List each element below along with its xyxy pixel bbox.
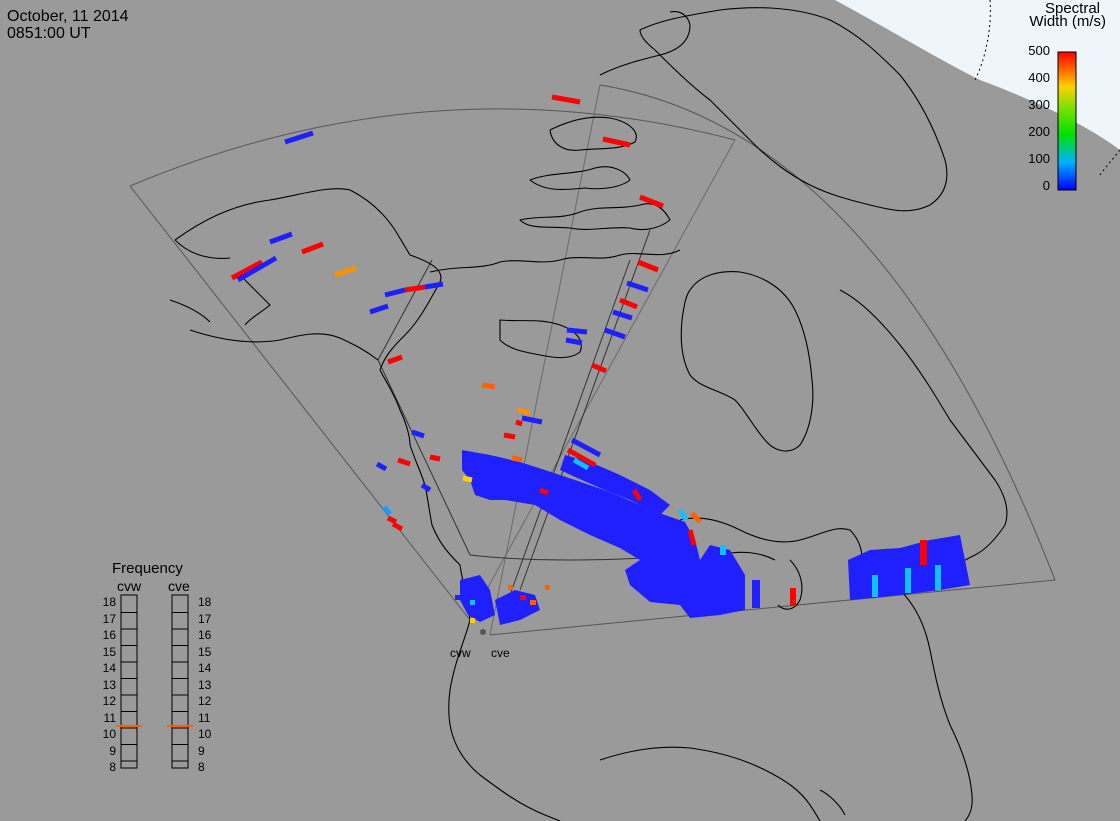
echo-east-cyan-2	[905, 568, 911, 593]
echo-fan-cvw	[460, 575, 495, 622]
echo-mid-blue	[752, 580, 760, 608]
colorbar-tick: 300	[1028, 97, 1050, 112]
colorbar-tick: 100	[1028, 151, 1050, 166]
radar-site	[480, 629, 486, 635]
freq-radar-cve: cve	[168, 578, 190, 594]
colorbar-tick: 0	[1042, 178, 1050, 193]
freq-scale-label: 18	[198, 595, 212, 609]
freq-scale-label: 8	[109, 760, 116, 774]
echo-band-blue-2	[560, 455, 670, 515]
freq-scale-label: 18	[102, 595, 116, 609]
colorbar-tick: 500	[1028, 43, 1050, 58]
freq-scale-label: 17	[102, 611, 116, 626]
fov-cve	[489, 84, 1056, 636]
colorbar-tick: 400	[1028, 70, 1050, 85]
polar-dotted-circle	[974, 0, 991, 81]
freq-scale-label: 11	[103, 710, 116, 725]
freq-scale-label: 10	[198, 727, 212, 741]
freq-scale-label: 14	[102, 661, 116, 675]
echo-fan-cve	[495, 590, 540, 625]
radar-label-cvw: cvw	[450, 646, 471, 660]
echo-mid-red	[790, 588, 796, 606]
radar-label-cve: cve	[491, 646, 510, 660]
freq-box-cvw	[120, 594, 138, 769]
frequency-title: Frequency	[112, 560, 183, 577]
freq-box-cve	[171, 594, 189, 769]
fov-cvw	[129, 108, 736, 621]
polar-dotted-circle-2	[1099, 149, 1120, 176]
time-label: 0851:00 UT	[7, 25, 91, 42]
echo-east-cyan-3	[935, 565, 941, 590]
echo-band-blue	[462, 450, 745, 618]
freq-scale-label: 14	[198, 661, 212, 675]
colorbar	[1057, 51, 1077, 191]
date-label: October, 11 2014	[7, 8, 129, 25]
coastlines	[169, 7, 1008, 821]
freq-scale-label: 9	[198, 743, 205, 758]
freq-scale-label: 13	[198, 677, 212, 692]
echo-east-red	[920, 540, 927, 565]
scatter-echoes	[230, 94, 970, 625]
freq-scale-label: 10	[102, 727, 116, 741]
freq-scale-label: 13	[102, 677, 116, 692]
fov-inner-beams	[377, 229, 691, 596]
colorbar-tick: 200	[1028, 124, 1050, 139]
freq-scale-label: 12	[198, 694, 212, 708]
freq-scale-label: 15	[102, 644, 116, 659]
freq-scale-label: 16	[198, 628, 212, 642]
freq-scale-label: 11	[198, 710, 211, 725]
freq-scale-label: 17	[198, 611, 212, 626]
freq-scale-label: 12	[102, 694, 116, 708]
colorbar-title-line1: Spectral	[1044, 0, 1100, 17]
echo-east-cyan	[872, 575, 878, 597]
freq-scale-label: 8	[198, 760, 205, 774]
freq-scale-label: 9	[109, 743, 116, 758]
freq-radar-cvw: cvw	[117, 578, 142, 594]
frequency-panel	[120, 594, 189, 769]
echo-mid-cyan	[720, 545, 726, 555]
freq-scale-label: 16	[102, 628, 116, 642]
freq-scale-label: 15	[198, 644, 212, 659]
colorbar-title-line2: Width (m/s)	[1029, 13, 1106, 30]
